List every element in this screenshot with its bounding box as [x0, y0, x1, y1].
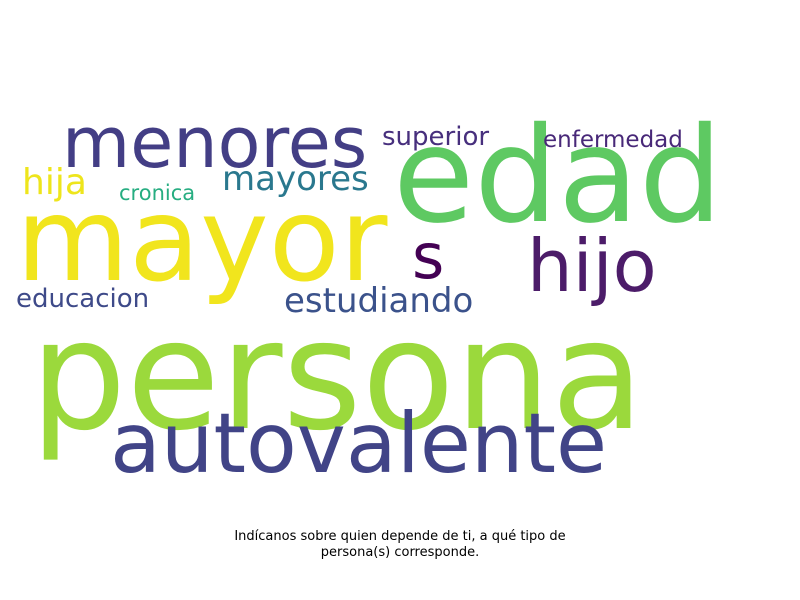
- word-mayor: mayor: [16, 173, 388, 308]
- caption-line-1: Indícanos sobre quien depende de ti, a q…: [234, 529, 566, 544]
- word-superior: superior: [382, 122, 490, 152]
- caption-line-2: persona(s) corresponde.: [320, 545, 480, 560]
- word-s: s: [412, 220, 445, 293]
- word-mayores: mayores: [222, 159, 369, 199]
- word-enfermedad: enfermedad: [543, 127, 683, 153]
- word-hija: hija: [22, 162, 87, 203]
- word-menores: menores: [62, 102, 368, 184]
- word-cronica: cronica: [119, 181, 196, 205]
- figure-caption: Indícanos sobre quien depende de ti, a q…: [0, 529, 800, 561]
- word-estudiando: estudiando: [284, 281, 474, 321]
- word-edad: edad: [393, 99, 723, 253]
- word-hijo: hijo: [527, 224, 657, 308]
- word-autovalente: autovalente: [110, 395, 608, 492]
- word-educacion: educacion: [16, 284, 150, 314]
- word-persona: persona: [30, 287, 645, 464]
